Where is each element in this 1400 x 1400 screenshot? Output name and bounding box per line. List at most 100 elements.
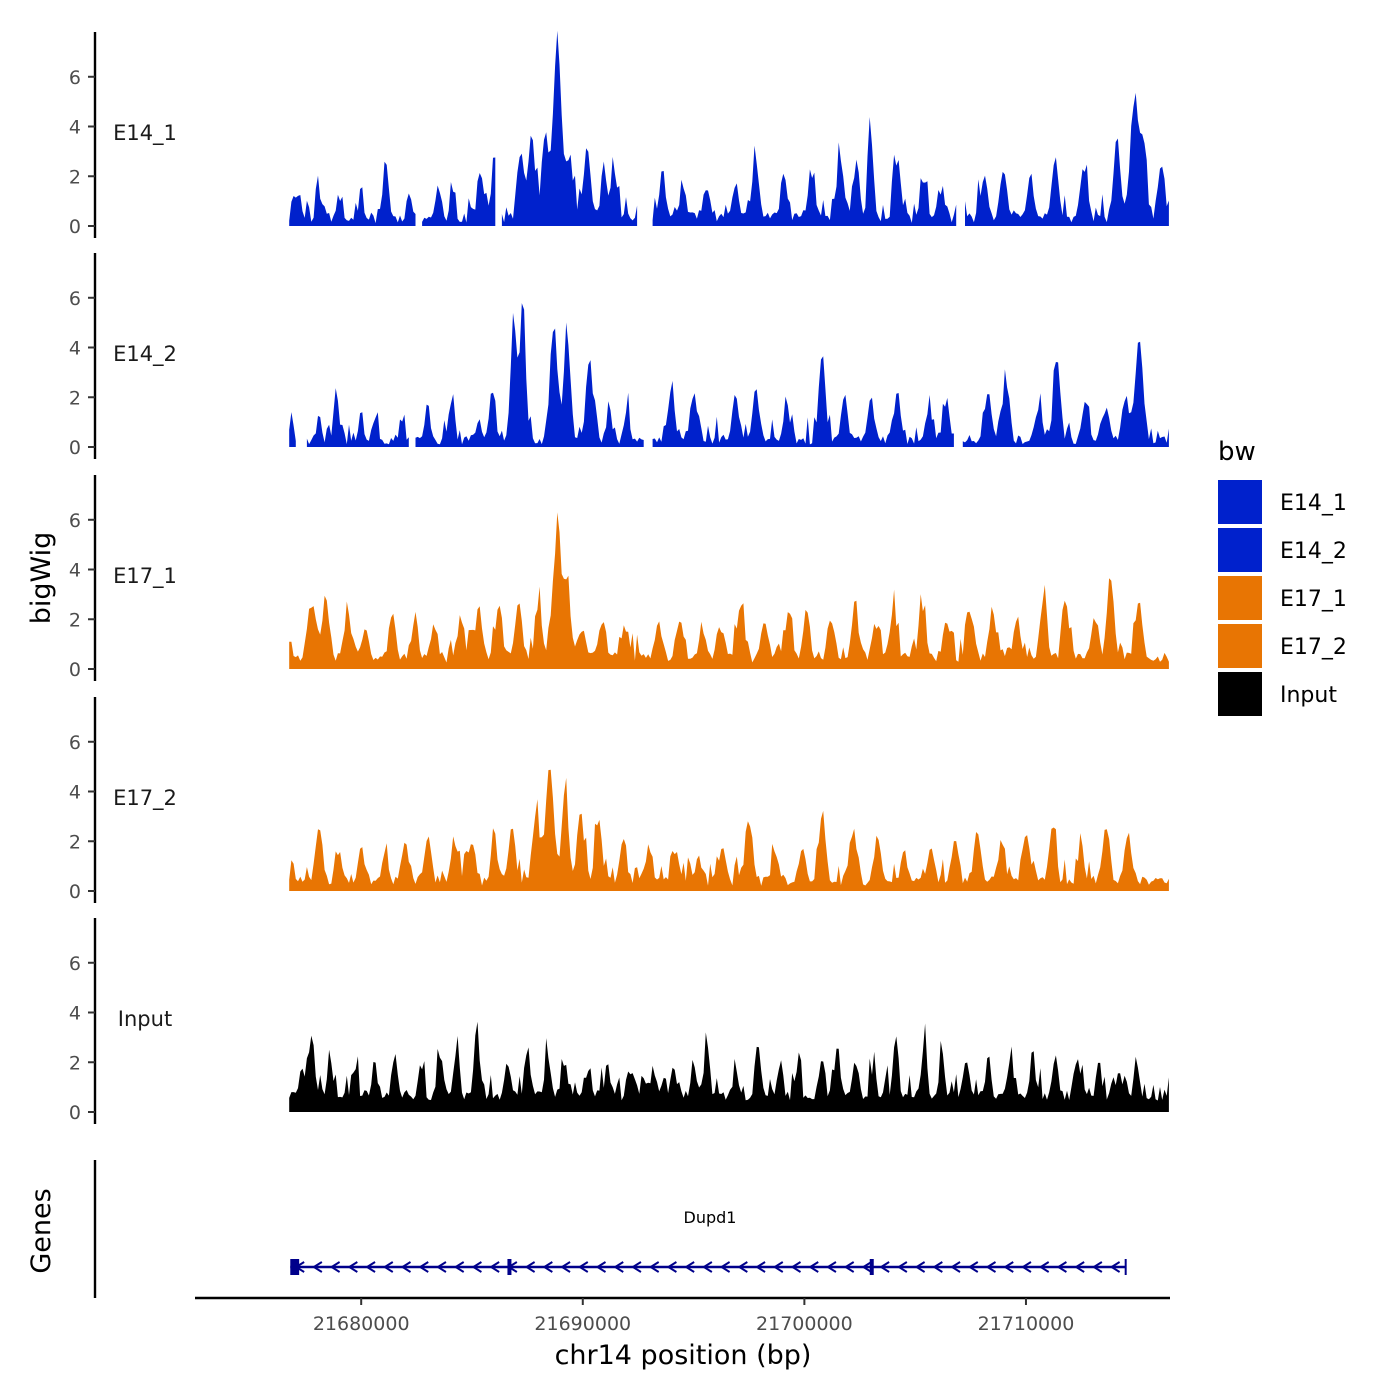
strand-arrow: [577, 1261, 589, 1273]
tracks-group: 0 2 4 6 E14_1 0 2 4 6 E14_2 0 2 4 6 E17_1 0 2 4 6 E17_2 0 2 4 6…: [69, 30, 1169, 1124]
strand-arrow: [737, 1261, 748, 1273]
y-tick-label: 4: [69, 1003, 81, 1025]
strand-arrow: [400, 1261, 412, 1273]
y-tick-label: 6: [69, 288, 81, 310]
strand-arrow: [1074, 1261, 1085, 1273]
strand-arrow: [329, 1261, 341, 1273]
x-tick-label: 21710000: [978, 1313, 1075, 1335]
strand-arrow: [790, 1261, 802, 1273]
genes-axis-title: Genes: [26, 1188, 57, 1273]
y-axis-title: bigWig: [26, 532, 57, 625]
strand-arrow: [542, 1261, 553, 1273]
legend-label-E14_1: E14_1: [1280, 491, 1347, 516]
legend-key-Input: [1218, 672, 1262, 716]
y-tick-label: 6: [69, 953, 81, 975]
coverage-area-E14_1: [289, 161, 416, 226]
track-Input: 0 2 4 6 Input: [69, 918, 1169, 1124]
exon: [290, 1259, 300, 1275]
strand-arrow: [914, 1261, 926, 1273]
legend-key-E17_1: [1218, 576, 1262, 620]
strand-arrow: [932, 1261, 943, 1273]
track-label: E14_2: [113, 342, 177, 367]
y-tick-label: 6: [69, 732, 81, 754]
legend-title: bw: [1218, 437, 1256, 467]
y-tick-label: 2: [69, 1052, 81, 1074]
gene-track: Dupd1: [93, 1160, 1127, 1298]
y-tick-label: 0: [69, 216, 81, 238]
exon: [507, 1259, 512, 1275]
x-axis: 21680000 21690000 21700000 21710000: [195, 1296, 1170, 1335]
strand-arrow: [755, 1261, 766, 1273]
track-label: Input: [118, 1007, 172, 1031]
y-tick-label: 2: [69, 831, 81, 853]
strand-arrow: [365, 1261, 376, 1273]
track-E14_2: 0 2 4 6 E14_2: [69, 253, 1169, 459]
y-tick-label: 2: [69, 387, 81, 409]
strand-arrow: [1109, 1261, 1121, 1273]
x-tick-label: 21700000: [756, 1313, 853, 1335]
legend-label-E17_2: E17_2: [1280, 635, 1347, 660]
gene-name-label: Dupd1: [684, 1208, 737, 1227]
coverage-area-E14_1: [501, 30, 638, 227]
legend-key-E17_2: [1218, 624, 1262, 668]
strand-arrow: [347, 1261, 358, 1273]
y-tick-label: 4: [69, 117, 81, 139]
legend-label-E17_1: E17_1: [1280, 587, 1347, 612]
strand-arrow: [1038, 1261, 1050, 1273]
coverage-area-E17_2: [289, 769, 1169, 891]
y-tick-label: 2: [69, 166, 81, 188]
strand-arrow: [985, 1261, 997, 1273]
strand-arrow: [560, 1261, 571, 1273]
strand-arrow: [950, 1261, 961, 1273]
coverage-area-E14_2: [652, 356, 954, 447]
strand-arrow: [1021, 1261, 1032, 1273]
strand-arrow: [471, 1261, 482, 1273]
coverage-area-E17_1: [289, 512, 1169, 669]
coverage-area-E14_1: [965, 92, 1169, 227]
y-tick-label: 4: [69, 338, 81, 360]
strand-arrow: [595, 1261, 607, 1273]
strand-arrow: [1056, 1261, 1067, 1273]
coverage-area-E14_2: [415, 303, 644, 447]
y-tick-label: 2: [69, 609, 81, 631]
exon: [869, 1259, 874, 1275]
y-tick-label: 0: [69, 1102, 81, 1124]
coverage-area-Input: [289, 1021, 1169, 1112]
strand-arrow: [418, 1261, 429, 1273]
x-tick-label: 21690000: [534, 1313, 631, 1335]
legend-key-E14_2: [1218, 528, 1262, 572]
strand-arrow: [1091, 1261, 1103, 1273]
coverage-area-E14_1: [422, 157, 496, 226]
strand-arrow: [772, 1261, 784, 1273]
y-tick-label: 6: [69, 67, 81, 89]
strand-arrow: [489, 1261, 500, 1273]
strand-arrow: [613, 1261, 624, 1273]
strand-arrow: [524, 1261, 536, 1273]
strand-arrow: [701, 1261, 713, 1273]
y-tick-label: 0: [69, 437, 81, 459]
legend: bw E14_1 E14_2 E17_1 E17_2 Input: [1218, 437, 1347, 716]
coverage-area-E14_2: [962, 341, 1169, 447]
strand-arrow: [631, 1261, 642, 1273]
y-tick-label: 0: [69, 659, 81, 681]
strand-arrow: [719, 1261, 731, 1273]
strand-arrow: [1003, 1261, 1014, 1273]
y-tick-label: 4: [69, 782, 81, 804]
strand-arrow: [861, 1261, 872, 1273]
coverage-area-E14_2: [289, 412, 296, 447]
strand-arrow: [311, 1261, 323, 1273]
strand-arrow: [382, 1261, 394, 1273]
strand-arrow: [436, 1261, 447, 1273]
strand-arrow: [808, 1261, 819, 1273]
legend-label-Input: Input: [1280, 683, 1337, 708]
y-tick-label: 0: [69, 881, 81, 903]
strand-arrow: [648, 1261, 660, 1273]
strand-arrow: [684, 1261, 695, 1273]
strand-arrow: [896, 1261, 908, 1273]
track-E17_2: 0 2 4 6 E17_2: [69, 697, 1169, 903]
strand-arrow: [843, 1261, 855, 1273]
track-label: E17_1: [113, 564, 177, 589]
strand-arrow: [826, 1261, 837, 1273]
strand-arrow: [879, 1261, 890, 1273]
